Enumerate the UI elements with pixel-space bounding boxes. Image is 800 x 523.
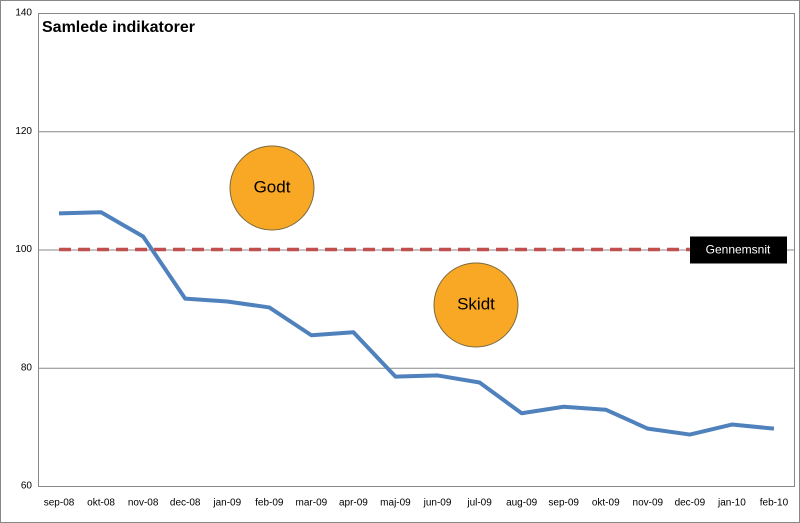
x-tick-label: okt-09 bbox=[592, 498, 620, 509]
x-tick-label: maj-09 bbox=[380, 498, 411, 509]
x-tick-label: sep-08 bbox=[44, 498, 75, 509]
y-tick-label: 100 bbox=[15, 244, 32, 255]
x-tick-label: nov-09 bbox=[633, 498, 664, 509]
x-tick-label: jun-09 bbox=[423, 498, 452, 509]
series-label-box bbox=[690, 236, 787, 264]
x-tick-label: nov-08 bbox=[128, 498, 159, 509]
x-tick-label: mar-09 bbox=[296, 498, 328, 509]
x-tick-label: dec-08 bbox=[170, 498, 201, 509]
x-tick-label: okt-08 bbox=[87, 498, 115, 509]
annotation: Godt bbox=[254, 177, 291, 196]
series-label: Gennemsnit bbox=[706, 243, 771, 257]
y-tick-label: 140 bbox=[15, 8, 32, 19]
chart-title: Samlede indikatorer bbox=[42, 19, 195, 36]
annotation-circle bbox=[433, 262, 519, 348]
x-tick-label: feb-10 bbox=[760, 498, 789, 509]
series-line bbox=[58, 210, 775, 437]
x-tick-label: jan-09 bbox=[212, 498, 241, 509]
x-tick-label: aug-09 bbox=[506, 498, 538, 509]
x-tick-label: feb-09 bbox=[255, 498, 284, 509]
x-tick-label: jul-09 bbox=[466, 498, 492, 509]
annotation: Skidt bbox=[457, 294, 495, 313]
y-tick-label: 120 bbox=[15, 126, 32, 137]
x-tick-label: sep-09 bbox=[548, 498, 579, 509]
y-tick-label: 60 bbox=[21, 481, 33, 492]
x-tick-label: apr-09 bbox=[339, 498, 368, 509]
y-tick-label: 80 bbox=[21, 362, 33, 373]
x-tick-label: jan-10 bbox=[717, 498, 746, 509]
annotation-circle bbox=[229, 145, 315, 231]
x-tick-label: dec-09 bbox=[675, 498, 706, 509]
